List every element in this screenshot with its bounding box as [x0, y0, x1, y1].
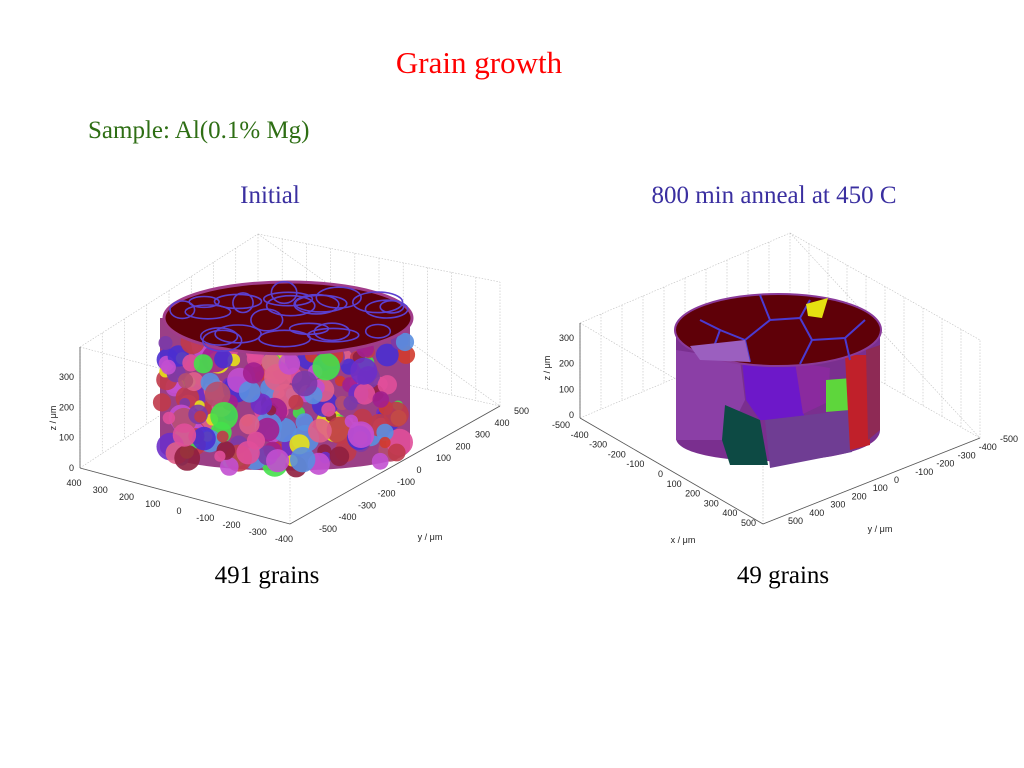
sample-label: Sample: Al(0.1% Mg) [88, 117, 310, 144]
initial-grain-count: 491 grains [214, 562, 320, 589]
initial-x-tick-label: 300 [93, 485, 108, 495]
annealed-grain-count: 49 grains [736, 562, 830, 589]
annealed-y-tick-label: -100 [915, 467, 933, 477]
annealed-y-tick-label: -300 [958, 450, 976, 460]
annealed-y-tick-label: 300 [830, 500, 845, 510]
panel-annealed-title: 800 min anneal at 450 C [651, 182, 897, 209]
annealed-top-boundaries [699, 294, 866, 365]
annealed-y-tick-label: -500 [1000, 434, 1018, 444]
initial-x-tick-label: -300 [249, 527, 267, 537]
annealed-grain-lavender [765, 410, 852, 468]
annealed-x-tick-label: -200 [608, 449, 626, 459]
annealed-x-tick-label: 0 [658, 469, 663, 479]
annealed-x-tick-label: 400 [722, 508, 737, 518]
initial-z-tick-label: 100 [59, 433, 74, 443]
annealed-x-axis-label: x / μm [671, 535, 696, 545]
annealed-grain-magenta [795, 362, 830, 414]
initial-y-tick-label: -400 [339, 512, 357, 522]
annealed-y-axis-label: y / μm [868, 524, 893, 534]
slide-title: Grain growth [395, 45, 563, 80]
initial-x-tick-label: 0 [176, 506, 181, 516]
annealed-z-tick-label: 100 [559, 384, 574, 394]
annealed-z-axis-label: z / μm [542, 356, 552, 381]
annealed-grain-yellow [806, 298, 828, 318]
annealed-x-tick-label: -500 [552, 420, 570, 430]
initial-x-tick-label: -400 [275, 534, 293, 544]
annealed-y-tick-label: 200 [852, 491, 867, 501]
initial-y-tick-label: 400 [495, 418, 510, 428]
initial-y-tick-label: -100 [397, 477, 415, 487]
annealed-x-tick-label: 300 [704, 498, 719, 508]
annealed-y-tick-label: 100 [873, 483, 888, 493]
annealed-grain-teal [722, 405, 768, 465]
initial-y-tick-label: -200 [378, 489, 396, 499]
annealed-grain-violet [742, 360, 805, 420]
annealed-y-tick-label: -200 [936, 459, 954, 469]
annealed-x-tick-label: -400 [571, 430, 589, 440]
annealed-z-tick-label: 200 [559, 359, 574, 369]
annealed-x-tick-label: 100 [667, 479, 682, 489]
initial-x-tick-label: 100 [145, 499, 160, 509]
initial-x-tick-label: -100 [196, 513, 214, 523]
initial-x-tick-label: 200 [119, 492, 134, 502]
annealed-grain-green [826, 378, 852, 412]
initial-y-tick-label: 300 [475, 430, 490, 440]
initial-y-tick-label: 100 [436, 453, 451, 463]
initial-z-axis-label: z / μm [48, 406, 58, 431]
initial-z-tick-label: 300 [59, 372, 74, 382]
annealed-y-tick-label: -400 [979, 442, 997, 452]
annealed-y-tick-label: 500 [788, 516, 803, 526]
initial-y-tick-label: 200 [456, 441, 471, 451]
panel-initial-title: Initial [240, 182, 300, 209]
annealed-z-tick-label: 300 [559, 333, 574, 343]
initial-z-tick-label: 0 [69, 463, 74, 473]
annealed-y-tick-label: 0 [894, 475, 899, 485]
annealed-y-tick-label: 400 [809, 508, 824, 518]
annealed-z-tick-label: 0 [569, 410, 574, 420]
annealed-x-tick-label: -300 [589, 440, 607, 450]
initial-y-tick-label: 500 [514, 406, 529, 416]
initial-y-axis-label: y / μm [418, 532, 443, 542]
annealed-x-tick-label: 200 [685, 489, 700, 499]
annealed-grain-pink [866, 345, 880, 440]
initial-x-tick-label: -200 [222, 520, 240, 530]
initial-z-tick-label: 200 [59, 402, 74, 412]
annealed-x-tick-label: -100 [626, 459, 644, 469]
initial-y-tick-label: 0 [417, 465, 422, 475]
annealed-grain-red [845, 355, 870, 450]
initial-y-tick-label: -500 [319, 524, 337, 534]
initial-top-grains [169, 280, 409, 352]
plot-initial: 4003002001000-100-200-300-400-500-400-30… [48, 233, 529, 544]
initial-y-tick-label: -300 [358, 500, 376, 510]
initial-x-tick-label: 400 [66, 478, 81, 488]
annealed-x-tick-label: 500 [741, 518, 756, 528]
annealed-grain-lilac-top [690, 340, 750, 362]
